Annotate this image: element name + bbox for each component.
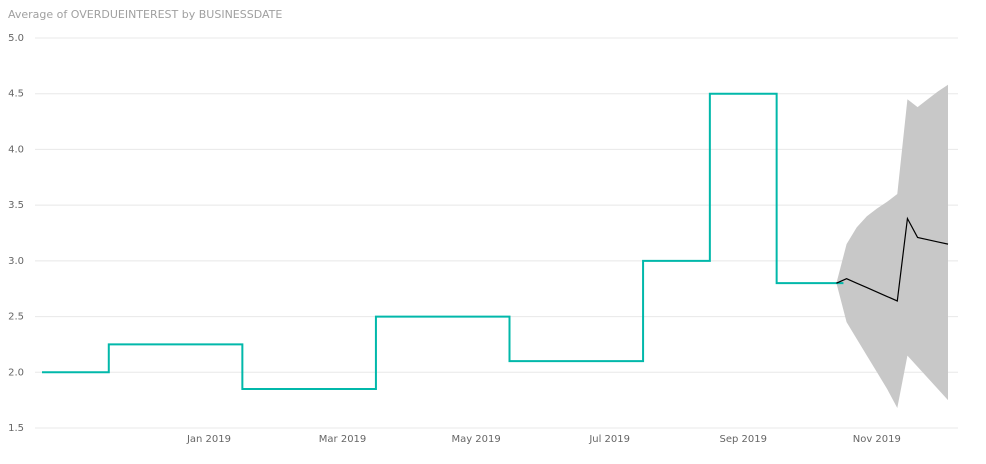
y-tick-label: 5.0 <box>8 33 24 44</box>
chart-title: Average of OVERDUEINTEREST by BUSINESSDA… <box>8 8 282 21</box>
y-tick-label: 3.5 <box>8 200 24 211</box>
y-tick-label: 3.0 <box>8 256 24 267</box>
y-tick-label: 1.5 <box>8 423 24 434</box>
x-tick-label: May 2019 <box>451 434 500 445</box>
y-tick-label: 2.0 <box>8 367 24 378</box>
x-tick-label: Nov 2019 <box>853 434 901 445</box>
x-tick-label: Mar 2019 <box>319 434 367 445</box>
x-tick-label: Jul 2019 <box>588 434 630 445</box>
y-tick-label: 4.0 <box>8 144 24 155</box>
x-tick-label: Jan 2019 <box>186 434 231 445</box>
line <box>42 92 844 390</box>
y-tick-label: 2.5 <box>8 312 24 323</box>
x-tick-label: Sep 2019 <box>720 434 767 445</box>
forecast-line <box>836 216 949 302</box>
forecast-band <box>836 84 948 408</box>
y-tick-label: 4.5 <box>8 89 24 100</box>
